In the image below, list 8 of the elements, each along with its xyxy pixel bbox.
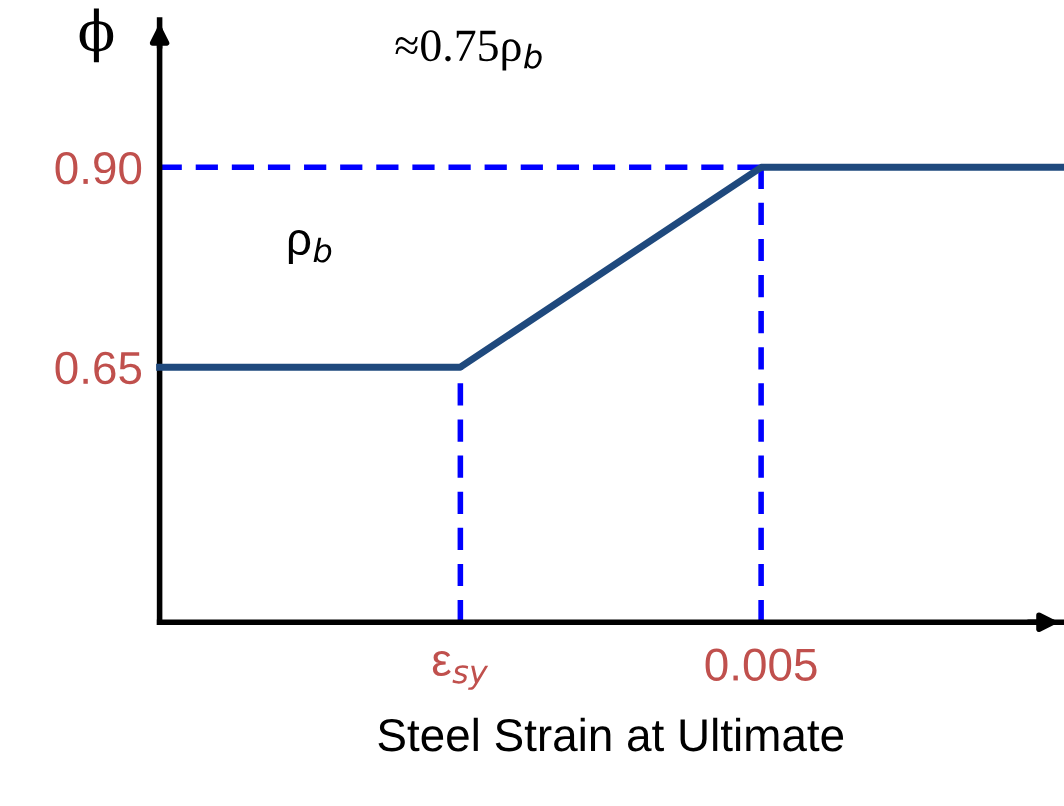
annotation: ≈0.75ρ$_{b}$ [395,30,542,71]
annotation: ρ$_{b}$ [288,229,332,265]
x-axis-title: Steel Strain at Ultimate [378,717,844,752]
y-axis-title: ϕ [79,8,114,63]
x-tick-label: ε$_{sy}$ [432,651,489,690]
y-tick-label: 0.90 [55,151,142,185]
x-tick-label: 0.005 [705,648,817,681]
y-tick-label: 0.65 [55,351,142,385]
